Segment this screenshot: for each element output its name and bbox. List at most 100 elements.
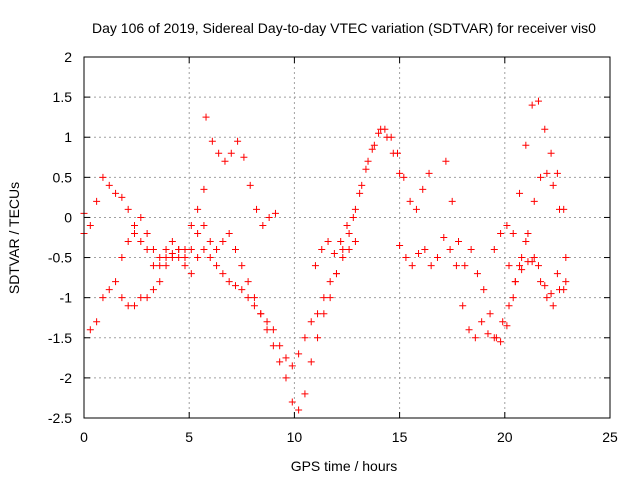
data-point (345, 229, 353, 237)
data-point (339, 254, 347, 262)
data-point (238, 286, 246, 294)
x-tick-label: 0 (80, 429, 88, 445)
data-point (156, 262, 164, 270)
series-track-4 (118, 213, 359, 370)
data-point (351, 238, 359, 246)
data-point (307, 358, 315, 366)
data-point (181, 262, 189, 270)
data-point (330, 250, 338, 258)
data-point (446, 246, 454, 254)
data-point (421, 246, 429, 254)
x-tick-label: 20 (497, 429, 513, 445)
data-point (349, 213, 357, 221)
data-point (175, 246, 183, 254)
data-point (562, 278, 570, 286)
data-point (400, 173, 408, 181)
data-point (505, 262, 513, 270)
data-point (484, 330, 492, 338)
data-point (442, 157, 450, 165)
data-point (480, 286, 488, 294)
data-point (553, 270, 561, 278)
data-point (408, 262, 416, 270)
data-point (162, 254, 170, 262)
tick-marks (83, 56, 611, 419)
data-point (231, 282, 239, 290)
y-tick-label: 1.5 (53, 89, 73, 105)
data-point (537, 173, 545, 181)
data-point (362, 165, 370, 173)
data-point (387, 133, 395, 141)
data-point (250, 294, 258, 302)
data-point (326, 294, 334, 302)
data-point (227, 149, 235, 157)
data-point (263, 318, 271, 326)
data-point (375, 129, 383, 137)
data-point (187, 221, 195, 229)
data-point (364, 157, 372, 165)
data-point (499, 318, 507, 326)
data-point (530, 254, 538, 262)
chart-title: Day 106 of 2019, Sidereal Day-to-day VTE… (92, 20, 596, 36)
data-point (562, 254, 570, 262)
data-point (105, 286, 113, 294)
data-point (143, 246, 151, 254)
y-tick-label: -0.5 (48, 250, 72, 266)
series-track-7 (442, 157, 570, 342)
data-point (534, 97, 542, 105)
data-point (288, 398, 296, 406)
data-point (246, 181, 254, 189)
data-point (219, 238, 227, 246)
data-point (314, 334, 322, 342)
x-tick-label: 10 (287, 429, 303, 445)
data-point (524, 258, 532, 266)
data-point (194, 254, 202, 262)
data-point (86, 326, 94, 334)
series-track-3 (202, 113, 279, 229)
data-point (332, 270, 340, 278)
y-tick-label: 2 (64, 49, 72, 65)
data-point (99, 294, 107, 302)
data-point (265, 213, 273, 221)
data-point (187, 270, 195, 278)
data-point (339, 246, 347, 254)
data-point (244, 278, 252, 286)
data-point (497, 338, 505, 346)
data-point (518, 254, 526, 262)
data-point (490, 246, 498, 254)
data-point (231, 246, 239, 254)
data-point (455, 238, 463, 246)
data-point (541, 282, 549, 290)
data-point (511, 278, 519, 286)
data-point (257, 310, 265, 318)
data-point (86, 221, 94, 229)
plot-frame (83, 56, 611, 419)
data-point (419, 185, 427, 193)
y-tick-label: 0 (64, 209, 72, 225)
y-axis-label: SDTVAR / TECUs (6, 182, 22, 294)
series-track-5 (311, 125, 433, 270)
data-point (415, 250, 423, 258)
data-point (263, 326, 271, 334)
data-point (314, 310, 322, 318)
data-point (269, 342, 277, 350)
data-point (448, 197, 456, 205)
data-point (295, 406, 303, 414)
data-point (130, 229, 138, 237)
data-point (324, 238, 332, 246)
data-point (156, 278, 164, 286)
data-point (509, 294, 517, 302)
data-point (105, 181, 113, 189)
data-point (208, 137, 216, 145)
data-point (93, 318, 101, 326)
x-tick-label: 5 (185, 429, 193, 445)
y-tick-label: 0.5 (53, 169, 73, 185)
data-point (156, 254, 164, 262)
data-point (130, 302, 138, 310)
data-point (381, 125, 389, 133)
data-point (541, 125, 549, 133)
data-point (516, 262, 524, 270)
data-point (282, 374, 290, 382)
data-point (118, 254, 126, 262)
data-point (215, 149, 223, 157)
x-tick-label: 15 (392, 429, 408, 445)
